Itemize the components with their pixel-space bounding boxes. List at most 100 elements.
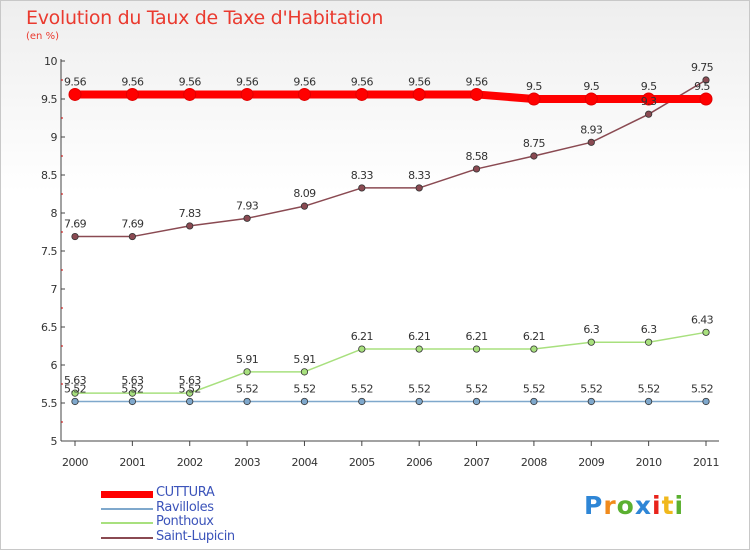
data-label: 6.43 — [691, 313, 714, 326]
data-label: 9.56 — [465, 75, 488, 88]
legend-swatch — [101, 490, 153, 498]
logo-letter: o — [616, 491, 635, 520]
data-label: 5.63 — [179, 374, 202, 387]
data-point — [584, 92, 598, 106]
data-point — [472, 345, 481, 353]
y-tick-label: 8 — [51, 207, 58, 220]
data-point — [642, 92, 656, 106]
data-label: 8.09 — [293, 187, 316, 200]
x-tick-label: 2001 — [119, 456, 145, 469]
data-point — [702, 397, 710, 406]
data-point — [300, 202, 309, 210]
proxiti-logo: Proxiti — [584, 491, 684, 520]
chart-title: Evolution du Taux de Taxe d'Habitation — [26, 7, 384, 29]
y-tick-label: 5.5 — [41, 397, 57, 410]
data-point — [472, 165, 481, 173]
data-label: 7.69 — [121, 218, 144, 231]
data-label: 5.63 — [64, 374, 87, 387]
data-label: 5.52 — [179, 382, 201, 395]
data-label: 8.33 — [408, 169, 431, 182]
data-label: 6.21 — [351, 330, 373, 343]
data-point — [186, 397, 194, 406]
data-point — [527, 92, 541, 106]
data-label: 5.91 — [293, 353, 315, 366]
data-point — [702, 76, 710, 84]
data-label: 5.63 — [121, 374, 144, 387]
data-label: 9.5 — [526, 80, 542, 93]
data-label: 5.52 — [293, 382, 315, 395]
data-point — [243, 368, 251, 376]
data-label: 5.91 — [236, 353, 258, 366]
data-point — [125, 87, 139, 101]
x-tick-label: 2006 — [406, 456, 432, 469]
data-label: 5.52 — [523, 382, 545, 395]
data-point — [587, 338, 595, 346]
legend-swatch — [101, 522, 153, 524]
data-label: 7.69 — [64, 218, 87, 231]
data-point — [645, 338, 653, 346]
data-point — [71, 232, 79, 241]
x-tick-label: 2007 — [464, 456, 490, 469]
data-point — [68, 87, 82, 101]
data-label: 9.56 — [408, 75, 431, 88]
data-label: 5.52 — [691, 382, 713, 395]
data-label: 5.52 — [121, 382, 143, 395]
legend-label: Ravilloles — [156, 499, 214, 515]
chart-subtitle: (en %) — [26, 31, 59, 42]
data-point — [530, 397, 538, 406]
data-point — [128, 232, 136, 241]
x-tick-label: 2002 — [177, 456, 203, 469]
data-point — [243, 397, 251, 406]
data-label: 5.52 — [64, 382, 86, 395]
data-point — [71, 389, 79, 397]
y-tick-label: 9 — [51, 131, 58, 144]
data-label: 9.56 — [293, 75, 316, 88]
x-tick-label: 2000 — [62, 456, 88, 469]
series-line-2 — [75, 331, 707, 394]
data-label: 5.52 — [465, 382, 487, 395]
data-label: 8.33 — [351, 169, 374, 182]
logo-letter: i — [652, 491, 662, 520]
data-label: 9.56 — [236, 75, 259, 88]
data-point — [412, 87, 426, 101]
logo-letter: i — [674, 491, 685, 520]
data-label: 9.5 — [641, 80, 657, 93]
data-point — [358, 397, 366, 406]
data-point — [71, 397, 79, 406]
logo-letter: P — [584, 491, 604, 520]
logo-letter: t — [661, 491, 675, 520]
data-point — [243, 214, 251, 222]
y-tick-label: 6 — [51, 359, 58, 372]
legend-label: CUTTURA — [156, 485, 215, 500]
data-label: 9.5 — [694, 80, 710, 93]
data-label: 8.58 — [465, 150, 488, 163]
data-label: 9.56 — [179, 75, 202, 88]
data-label: 8.75 — [523, 137, 546, 150]
data-point — [355, 87, 369, 101]
data-point — [300, 397, 309, 406]
data-point — [183, 87, 197, 101]
data-point — [470, 87, 484, 101]
y-tick-label: 8.5 — [41, 169, 57, 182]
data-point — [415, 184, 423, 192]
data-label: 9.56 — [351, 75, 374, 88]
data-point — [530, 152, 538, 160]
data-point — [587, 138, 595, 146]
data-label: 7.83 — [179, 207, 202, 220]
data-point — [186, 389, 194, 397]
y-tick-label: 7.5 — [41, 245, 57, 258]
y-tick-label: 5 — [51, 435, 58, 448]
data-label: 6.21 — [465, 330, 487, 343]
data-label: 5.52 — [351, 382, 373, 395]
data-label: 9.75 — [691, 61, 714, 74]
y-tick-label: 7 — [51, 283, 58, 296]
data-point — [645, 397, 653, 406]
y-tick-label: 10 — [44, 55, 57, 68]
data-point — [699, 92, 713, 106]
series-line-0 — [75, 90, 706, 103]
data-label: 5.52 — [408, 382, 430, 395]
chart-axes: 5 5.5 6 6.5 7 7.5 8 8.5 9 9.5 10 2000 2001 2002 2003 20… — [41, 55, 720, 469]
logo-letter: r — [603, 491, 617, 520]
x-tick-label: 2004 — [291, 456, 317, 469]
data-point — [297, 87, 311, 101]
